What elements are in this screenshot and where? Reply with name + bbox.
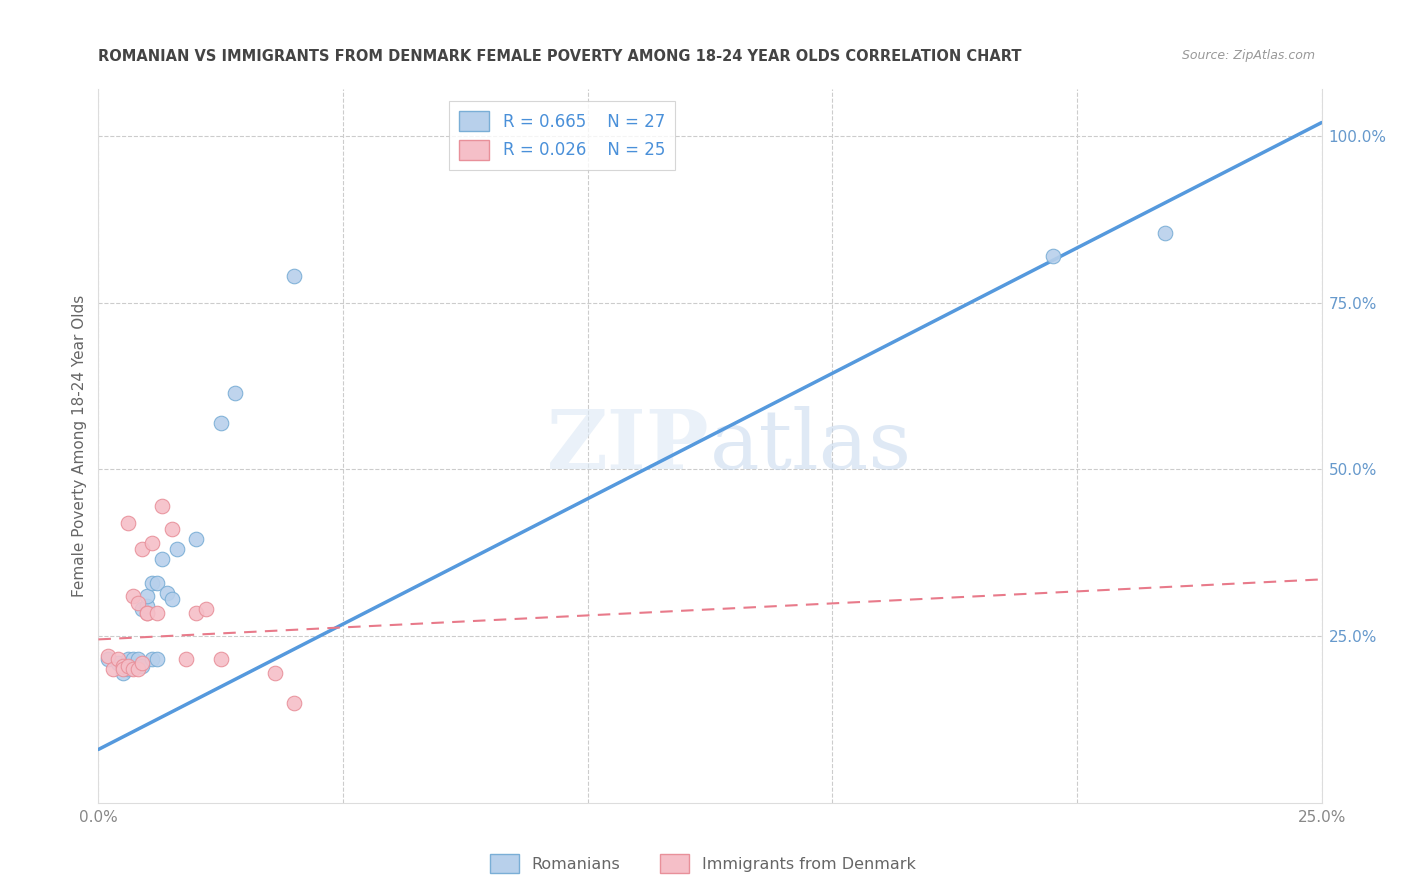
Point <box>121 662 143 676</box>
Point <box>176 652 198 666</box>
Point <box>111 662 134 676</box>
Point <box>127 652 149 666</box>
Text: ROMANIAN VS IMMIGRANTS FROM DENMARK FEMALE POVERTY AMONG 18-24 YEAR OLDS CORRELA: ROMANIAN VS IMMIGRANTS FROM DENMARK FEMA… <box>98 49 1022 64</box>
Point <box>146 606 169 620</box>
Point <box>141 535 163 549</box>
Point <box>136 606 159 620</box>
Point <box>121 659 143 673</box>
Point <box>224 385 246 400</box>
Point <box>107 652 129 666</box>
Point <box>209 652 232 666</box>
Point <box>186 606 208 620</box>
Point <box>117 662 139 676</box>
Point <box>195 602 218 616</box>
Point <box>160 522 183 536</box>
Point <box>166 542 188 557</box>
Point <box>283 268 305 283</box>
Text: ZIP: ZIP <box>547 406 710 486</box>
Point <box>127 662 149 676</box>
Legend: Romanians, Immigrants from Denmark: Romanians, Immigrants from Denmark <box>484 847 922 880</box>
Point <box>111 659 134 673</box>
Point <box>136 599 159 613</box>
Point <box>1154 226 1177 240</box>
Point <box>141 652 163 666</box>
Point <box>146 652 169 666</box>
Point <box>107 656 129 670</box>
Point <box>117 659 139 673</box>
Point <box>117 652 139 666</box>
Point <box>131 659 153 673</box>
Point <box>117 516 139 530</box>
Point <box>136 589 159 603</box>
Point <box>136 606 159 620</box>
Point <box>146 575 169 590</box>
Point <box>121 589 143 603</box>
Point <box>150 552 173 566</box>
Point <box>111 659 134 673</box>
Point <box>160 592 183 607</box>
Point <box>150 499 173 513</box>
Point <box>121 652 143 666</box>
Text: atlas: atlas <box>710 406 912 486</box>
Point <box>186 533 208 547</box>
Point <box>1042 249 1064 263</box>
Y-axis label: Female Poverty Among 18-24 Year Olds: Female Poverty Among 18-24 Year Olds <box>72 295 87 597</box>
Point <box>209 416 232 430</box>
Point <box>141 575 163 590</box>
Point <box>111 665 134 680</box>
Point <box>131 656 153 670</box>
Point <box>97 649 120 664</box>
Point <box>101 662 124 676</box>
Point <box>97 652 120 666</box>
Legend: R = 0.665    N = 27, R = 0.026    N = 25: R = 0.665 N = 27, R = 0.026 N = 25 <box>450 101 675 170</box>
Point <box>263 665 285 680</box>
Text: Source: ZipAtlas.com: Source: ZipAtlas.com <box>1181 49 1315 62</box>
Point <box>283 696 305 710</box>
Point <box>131 542 153 557</box>
Point <box>127 596 149 610</box>
Point <box>131 602 153 616</box>
Point <box>156 585 179 599</box>
